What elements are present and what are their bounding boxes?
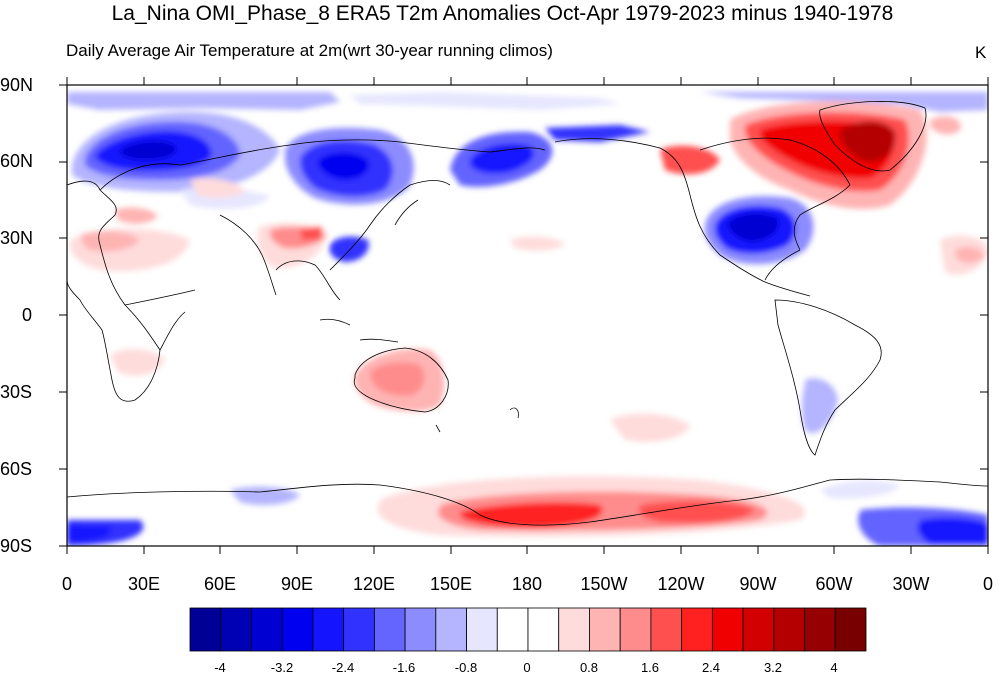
coastlines — [67, 101, 988, 526]
colorbar-swatch — [373, 607, 406, 652]
colorbar — [189, 607, 867, 652]
colorbar-swatch — [251, 607, 283, 652]
lon-label-180: 180 — [511, 574, 543, 594]
colorbar-label: 4 — [830, 660, 838, 675]
colorbar-label: -2.4 — [331, 660, 355, 675]
colorbar-swatch — [312, 607, 345, 652]
map-title: La_Nina OMI_Phase_8 ERA5 T2m Anomalies O… — [111, 2, 894, 25]
lat-label-60n: 60N — [0, 151, 34, 171]
colorbar-swatch — [281, 607, 314, 652]
colorbar-swatch — [742, 607, 775, 652]
colorbar-label: 3.2 — [763, 660, 783, 675]
colorbar-swatch — [435, 607, 467, 652]
lon-label-90w: 90W — [739, 574, 777, 594]
lon-label-30w: 30W — [892, 574, 930, 594]
lat-label-90n: 90N — [0, 75, 34, 95]
colorbar-swatch — [343, 607, 375, 652]
colorbar-swatch — [804, 607, 836, 652]
lon-label-150e: 150E — [429, 574, 473, 594]
colorbar-label: 2.4 — [701, 660, 721, 675]
lon-label-60e: 60E — [203, 574, 237, 594]
colorbar-swatch — [834, 607, 867, 652]
colorbar-swatch — [466, 607, 498, 652]
lat-label-30n: 30N — [0, 228, 34, 248]
lon-label-60w: 60W — [815, 574, 853, 594]
colorbar-label: -3.2 — [270, 660, 294, 675]
units-label: K — [975, 43, 987, 62]
lon-label-120e: 120E — [352, 574, 396, 594]
lon-label-0: 0 — [61, 574, 72, 594]
colorbar-swatch — [404, 607, 437, 652]
lon-label-90e: 90E — [280, 574, 314, 594]
colorbar-swatch — [619, 607, 652, 652]
colorbar-swatch — [558, 607, 590, 652]
colorbar-label: -1.6 — [392, 660, 416, 675]
lon-label-30e: 30E — [127, 574, 161, 594]
lon-ticks — [66, 77, 989, 554]
colorbar-label: -4 — [214, 660, 226, 675]
colorbar-swatch — [773, 607, 805, 652]
lat-label-90s: 90S — [0, 536, 33, 556]
climo-note: (wrt 30-year running climos) — [342, 41, 553, 60]
lat-ticks — [59, 84, 988, 547]
anomaly-field — [67, 85, 988, 546]
colorbar-label: -0.8 — [454, 660, 478, 675]
variable-name: Daily Average Air Temperature at 2m — [66, 41, 343, 60]
colorbar-swatch — [496, 607, 529, 652]
lat-label-30s: 30S — [0, 382, 33, 402]
colorbar-label: 0.8 — [579, 660, 599, 675]
colorbar-swatch — [589, 607, 621, 652]
colorbar-swatch — [220, 607, 252, 652]
colorbar-label: 1.6 — [640, 660, 660, 675]
colorbar-label: 0 — [523, 660, 531, 675]
colorbar-swatch — [681, 607, 713, 652]
colorbar-swatch — [527, 607, 560, 652]
lon-label-120w: 120W — [657, 574, 705, 594]
colorbar-swatch — [650, 607, 683, 652]
colorbar-swatch — [711, 607, 744, 652]
lat-label-60s: 60S — [0, 459, 33, 479]
colorbar-swatch — [189, 607, 222, 652]
lon-label-0-end: 0 — [982, 574, 993, 594]
map-subtitle: Daily Average Air Temperature at 2m(wrt … — [66, 41, 553, 61]
lon-label-150w: 150W — [580, 574, 628, 594]
lat-label-0: 0 — [22, 305, 33, 325]
